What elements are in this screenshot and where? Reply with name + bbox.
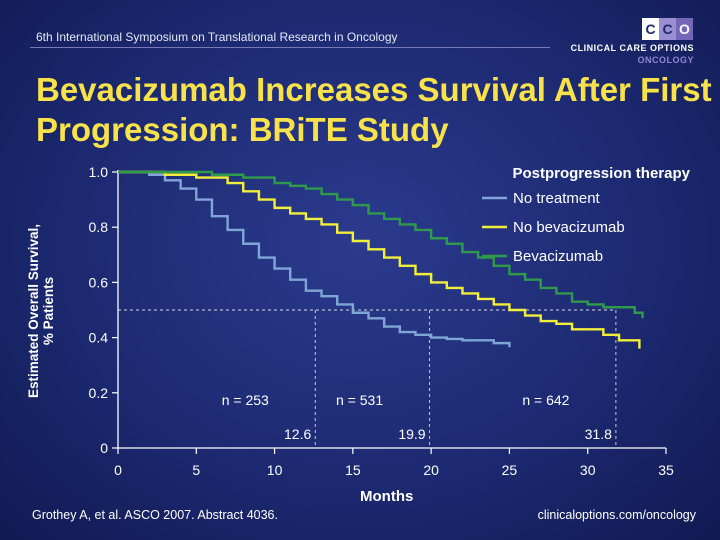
logo-letter-3: O (676, 18, 693, 40)
clinical-care-options-logo: C C O CLINICAL CARE OPTIONS ONCOLOGY (571, 18, 694, 68)
x-tick-label: 35 (658, 462, 674, 478)
legend-label: No treatment (513, 190, 601, 207)
x-tick-label: 10 (267, 462, 283, 478)
y-tick-label: 0.8 (89, 219, 109, 235)
y-tick-label: 0.4 (89, 330, 109, 346)
legend-label: Bevacizumab (513, 248, 603, 265)
sample-size-label: n = 531 (336, 392, 383, 408)
x-axis-label: Months (360, 488, 414, 505)
median-value-label: 31.8 (585, 426, 612, 442)
median-value-label: 12.6 (284, 426, 311, 442)
footer-reference: Grothey A, et al. ASCO 2007. Abstract 40… (32, 508, 278, 522)
header-divider (30, 47, 550, 48)
y-tick-label: 0.6 (89, 274, 109, 290)
x-tick-label: 15 (345, 462, 361, 478)
x-tick-label: 5 (192, 462, 200, 478)
y-tick-label: 0.2 (89, 385, 109, 401)
median-value-label: 19.9 (398, 426, 425, 442)
header-bar: 6th International Symposium on Translati… (0, 0, 720, 65)
logo-text-line2: ONCOLOGY (637, 55, 694, 65)
x-tick-label: 25 (502, 462, 518, 478)
x-tick-label: 30 (580, 462, 596, 478)
y-tick-label: 1.0 (89, 164, 109, 180)
slide-title: Bevacizumab Increases Survival After Fir… (36, 71, 712, 148)
logo-letter-1: C (642, 18, 659, 40)
series-line-no-treatment (118, 170, 511, 348)
conference-title: 6th International Symposium on Translati… (36, 30, 398, 44)
x-tick-label: 20 (423, 462, 439, 478)
logo-text-line1: CLINICAL CARE OPTIONS (570, 43, 694, 53)
legend-title: Postprogression therapy (512, 165, 690, 182)
x-tick-label: 0 (114, 462, 122, 478)
series-line-no-bevacizumab (118, 170, 641, 349)
legend-label: No bevacizumab (513, 219, 625, 236)
y-tick-label: 0 (100, 440, 108, 456)
sample-size-label: n = 642 (522, 392, 569, 408)
sample-size-label: n = 253 (222, 392, 269, 408)
logo-letter-2: C (659, 18, 676, 40)
footer-website: clinicaloptions.com/oncology (537, 508, 696, 522)
logo-mark: C C O (642, 18, 694, 40)
series-line-bevacizumab (118, 170, 644, 319)
